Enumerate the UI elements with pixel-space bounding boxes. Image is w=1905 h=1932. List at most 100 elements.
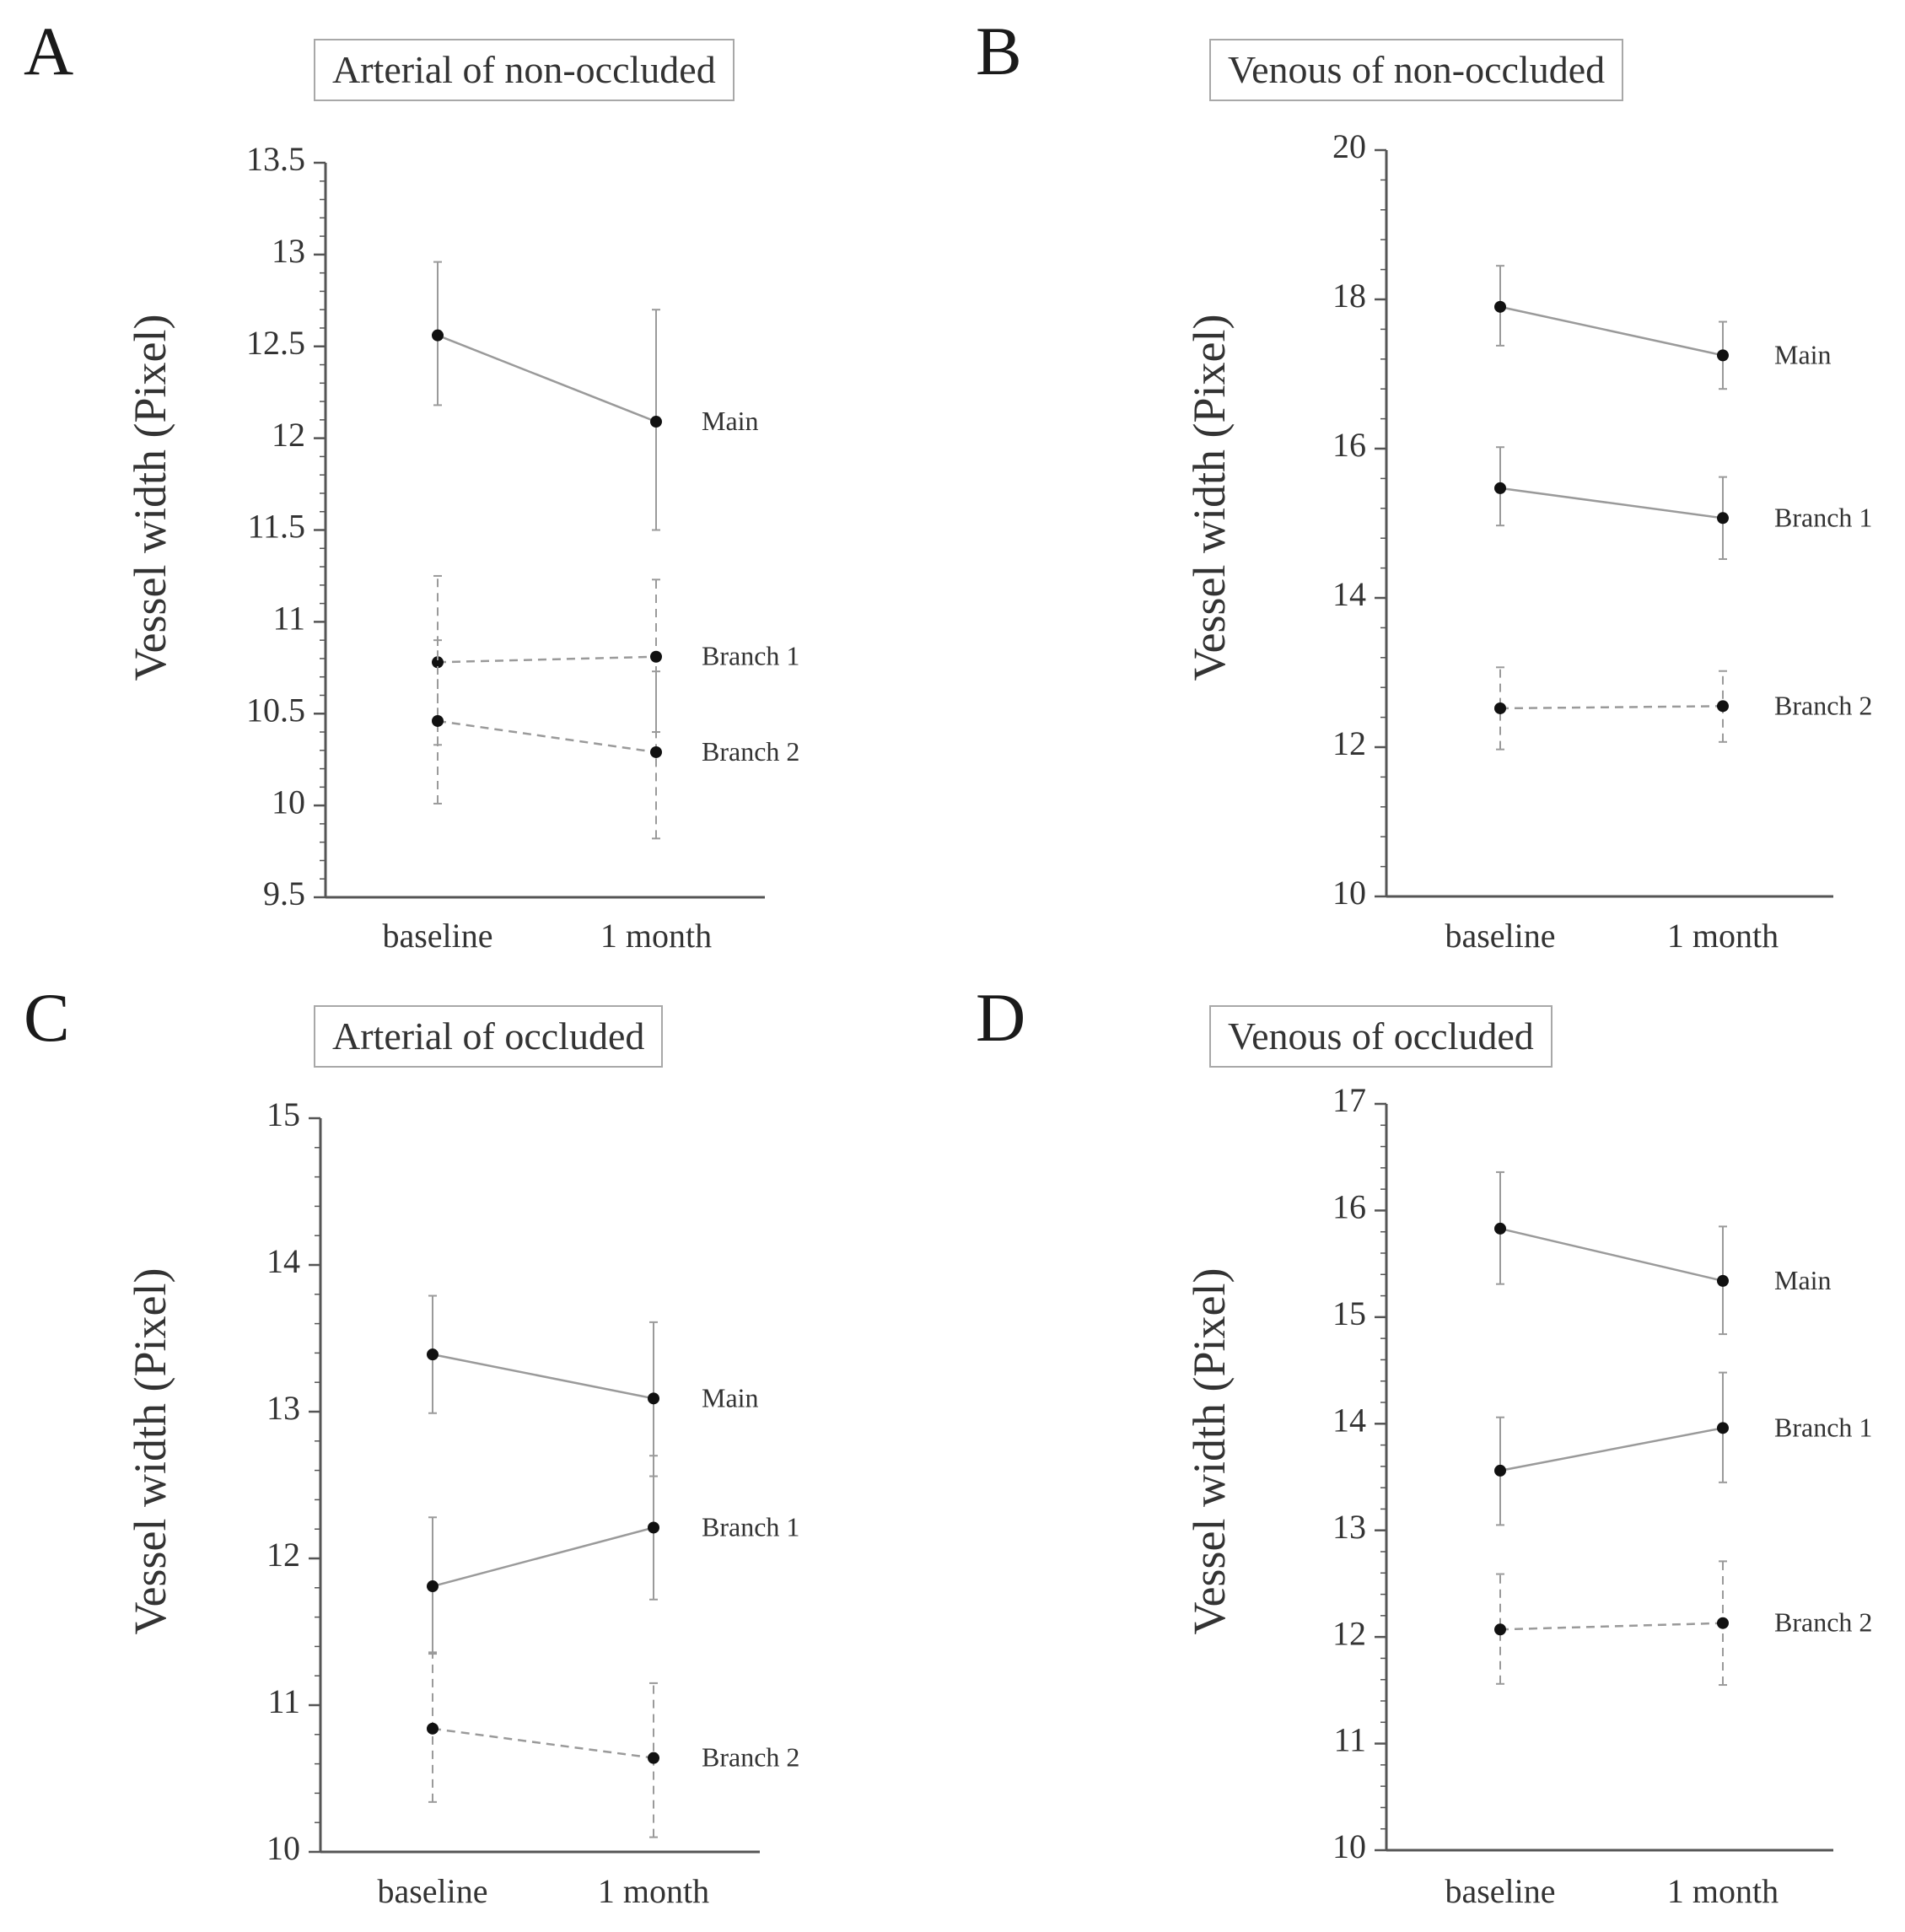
data-point-branch-2-b bbox=[1717, 700, 1729, 713]
series-label-main-d: Main bbox=[1774, 1265, 1832, 1295]
data-point-branch-1-c bbox=[427, 1580, 439, 1593]
chart-title-a: Arterial of non-occluded bbox=[314, 39, 735, 101]
data-point-main-d bbox=[1494, 1222, 1506, 1235]
y-tick-label-b: 18 bbox=[1332, 277, 1366, 315]
y-tick-label-b: 10 bbox=[1332, 874, 1366, 912]
data-point-branch-1-a bbox=[432, 656, 444, 669]
series-line-branch-2-a bbox=[437, 719, 657, 754]
series-label-main-c: Main bbox=[702, 1382, 759, 1413]
x-tick-label-c: 1 month bbox=[598, 1872, 709, 1910]
y-tick-label-c: 11 bbox=[267, 1682, 300, 1720]
panel-letter-b: B bbox=[976, 13, 1022, 89]
series-label-main-a: Main bbox=[702, 406, 759, 436]
y-tick-label-c: 13 bbox=[266, 1389, 300, 1427]
series-label-branch-1-d: Branch 1 bbox=[1774, 1412, 1872, 1442]
series-label-main-b: Main bbox=[1774, 339, 1832, 369]
y-tick-label-c: 10 bbox=[266, 1829, 300, 1867]
panel-letter-d: D bbox=[976, 979, 1026, 1056]
panel-letter-a: A bbox=[24, 13, 74, 89]
chart-svg-b: 10 12 14 16 18 20 baseline 1 month Main Branch 1 B… bbox=[1332, 127, 1872, 955]
series-line-branch-1-d bbox=[1499, 1427, 1724, 1472]
y-axis-label-b: Vessel width (Pixel) bbox=[1184, 314, 1235, 681]
series-label-branch-1-c: Branch 1 bbox=[702, 1511, 799, 1542]
y-tick-label-c: 12 bbox=[266, 1536, 300, 1574]
y-axis-label-a: Vessel width (Pixel) bbox=[125, 314, 175, 681]
series-line-branch-2-c bbox=[432, 1727, 654, 1759]
chart-title-b: Venous of non-occluded bbox=[1209, 39, 1624, 101]
chart-svg-a: 9.5 10 10.5 11 11.5 12 12.5 13 13.5 baseline 1 mon… bbox=[246, 140, 799, 955]
y-tick-label-a: 13.5 bbox=[246, 140, 305, 178]
y-tick-label-c: 15 bbox=[266, 1095, 300, 1133]
series-label-branch-2-a: Branch 2 bbox=[702, 736, 799, 767]
panel-b: 10 12 14 16 18 20 baseline 1 month Main Branch 1 B… bbox=[952, 0, 1904, 966]
y-tick-label-d: 16 bbox=[1332, 1188, 1366, 1226]
series-label-branch-2-d: Branch 2 bbox=[1774, 1607, 1872, 1638]
series-label-branch-2-b: Branch 2 bbox=[1774, 690, 1872, 720]
y-tick-label-a: 10.5 bbox=[246, 691, 305, 729]
chart-svg-c: 10 11 12 13 14 15 baseline 1 month Main Branch 1 B… bbox=[266, 1095, 799, 1910]
y-tick-label-a: 13 bbox=[272, 232, 305, 270]
series-line-main-a bbox=[437, 334, 657, 423]
panel-a: 9.5 10 10.5 11 11.5 12 12.5 13 13.5 baseline 1 mon… bbox=[0, 0, 952, 966]
y-axis-label-c: Vessel width (Pixel) bbox=[125, 1267, 175, 1635]
y-tick-label-a: 9.5 bbox=[263, 875, 305, 912]
x-tick-label-a: 1 month bbox=[600, 917, 712, 955]
y-tick-label-b: 12 bbox=[1332, 724, 1366, 762]
y-tick-label-b: 20 bbox=[1332, 127, 1366, 165]
y-tick-label-b: 14 bbox=[1332, 575, 1366, 613]
chart-title-d: Venous of occluded bbox=[1209, 1005, 1553, 1068]
data-point-main-a bbox=[432, 329, 444, 342]
y-tick-label-d: 14 bbox=[1332, 1401, 1366, 1439]
y-tick-label-a: 11.5 bbox=[247, 508, 305, 546]
data-point-branch-1-a bbox=[650, 650, 662, 663]
chart-title-c: Arterial of occluded bbox=[314, 1005, 664, 1068]
data-point-branch-2-a bbox=[650, 745, 662, 758]
y-tick-label-a: 12 bbox=[272, 416, 305, 454]
series-line-main-c bbox=[432, 1353, 654, 1400]
y-tick-label-d: 17 bbox=[1332, 1081, 1366, 1119]
data-point-main-b bbox=[1494, 300, 1506, 313]
series-label-branch-2-c: Branch 2 bbox=[702, 1742, 799, 1773]
series-line-branch-2-d bbox=[1499, 1622, 1724, 1631]
y-tick-label-d: 10 bbox=[1332, 1827, 1366, 1865]
panel-c: 10 11 12 13 14 15 baseline 1 month Main Branch 1 B… bbox=[0, 966, 952, 1932]
y-tick-label-d: 13 bbox=[1332, 1508, 1366, 1546]
series-line-main-b bbox=[1499, 305, 1724, 357]
y-tick-label-a: 10 bbox=[272, 783, 305, 821]
data-point-branch-1-d bbox=[1494, 1464, 1506, 1477]
y-tick-label-b: 16 bbox=[1332, 426, 1366, 464]
series-label-branch-1-a: Branch 1 bbox=[702, 641, 799, 671]
series-line-main-d bbox=[1499, 1227, 1724, 1283]
data-point-main-c bbox=[648, 1392, 659, 1405]
data-point-branch-2-d bbox=[1494, 1623, 1506, 1636]
data-point-branch-2-c bbox=[427, 1722, 439, 1735]
data-point-main-c bbox=[427, 1348, 439, 1361]
series-line-branch-1-c bbox=[432, 1526, 654, 1588]
y-tick-label-a: 11 bbox=[272, 600, 305, 638]
data-point-main-b bbox=[1717, 349, 1729, 362]
panel-d: 10 11 12 13 14 15 16 17 baseline 1 month Main Branc… bbox=[952, 966, 1904, 1932]
series-label-branch-1-b: Branch 1 bbox=[1774, 502, 1872, 532]
data-point-branch-1-c bbox=[648, 1521, 659, 1534]
x-tick-label-d: baseline bbox=[1445, 1872, 1555, 1910]
y-tick-label-d: 11 bbox=[1333, 1721, 1366, 1759]
panel-letter-c: C bbox=[24, 979, 70, 1056]
data-point-branch-2-d bbox=[1717, 1617, 1729, 1629]
x-tick-label-b: baseline bbox=[1445, 917, 1555, 955]
series-line-branch-1-a bbox=[437, 655, 657, 664]
x-tick-label-b: 1 month bbox=[1667, 917, 1779, 955]
data-point-branch-1-d bbox=[1717, 1422, 1729, 1434]
x-tick-label-c: baseline bbox=[377, 1872, 487, 1910]
x-tick-label-a: baseline bbox=[382, 917, 492, 955]
x-tick-label-d: 1 month bbox=[1667, 1872, 1779, 1910]
y-tick-label-d: 12 bbox=[1332, 1614, 1366, 1652]
data-point-branch-2-a bbox=[432, 714, 444, 727]
data-point-branch-2-c bbox=[648, 1752, 659, 1764]
data-point-branch-1-b bbox=[1717, 512, 1729, 525]
data-point-main-d bbox=[1717, 1274, 1729, 1287]
data-point-branch-1-b bbox=[1494, 482, 1506, 494]
y-tick-label-d: 15 bbox=[1332, 1294, 1366, 1332]
series-line-branch-1-b bbox=[1499, 487, 1724, 519]
data-point-branch-2-b bbox=[1494, 702, 1506, 714]
data-point-main-a bbox=[650, 416, 662, 428]
